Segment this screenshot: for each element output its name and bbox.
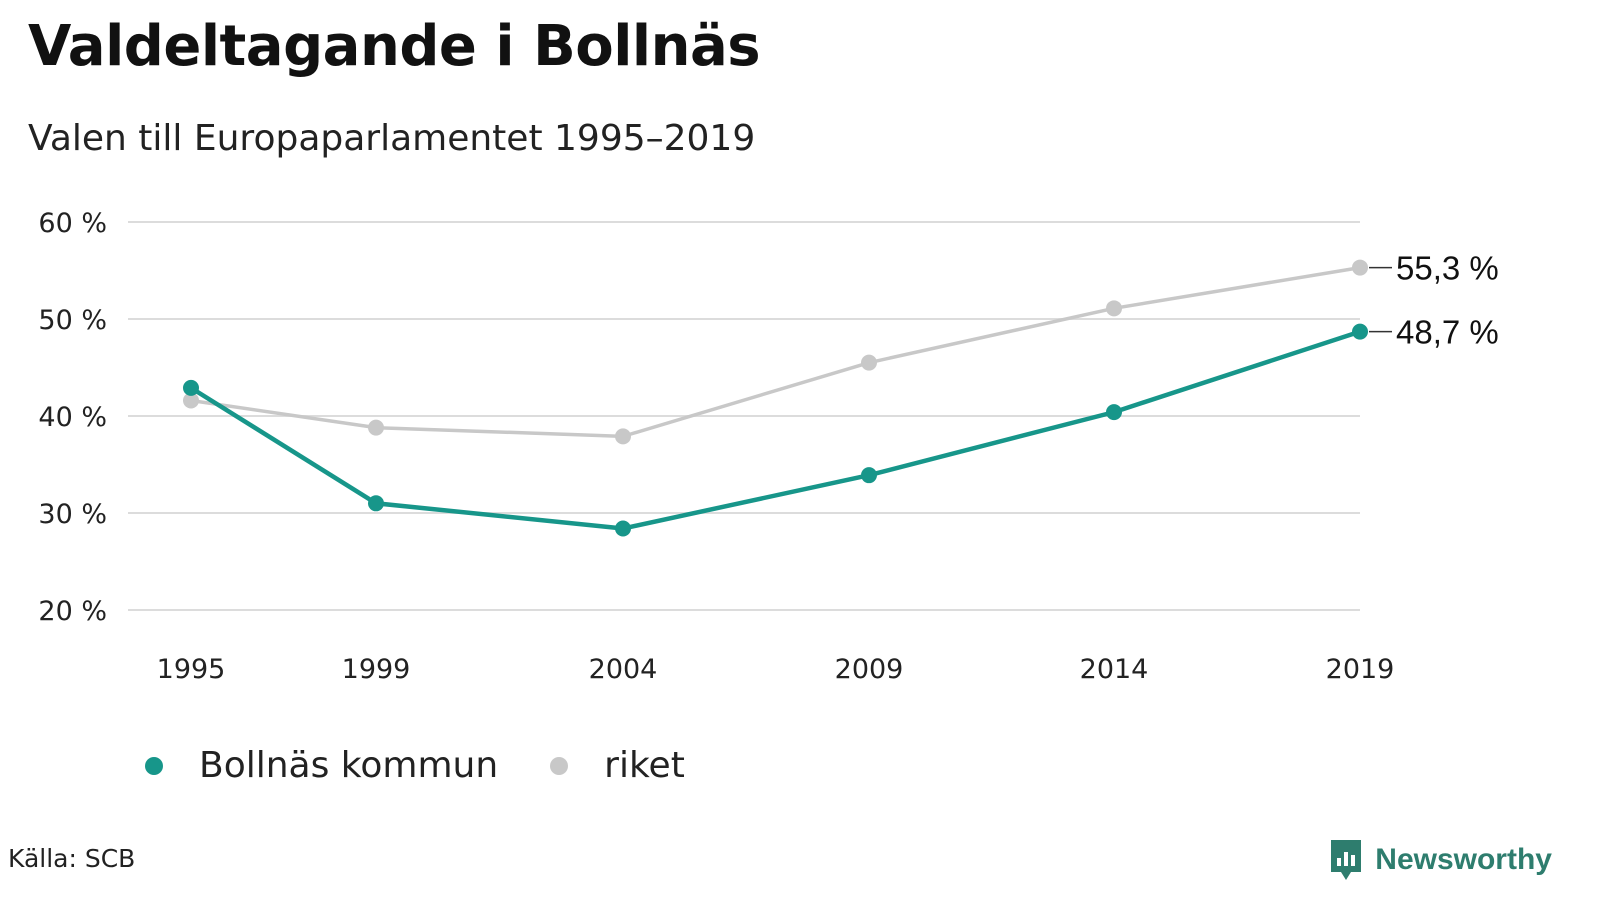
- data-point-bollnas: [1352, 323, 1368, 340]
- x-tick-label: 2009: [835, 654, 904, 685]
- data-point-bollnas: [368, 495, 384, 512]
- x-tick-label: 2019: [1326, 654, 1395, 685]
- data-point-bollnas: [861, 467, 877, 484]
- x-tick-label: 1995: [157, 654, 226, 685]
- chart-title: Valdeltagande i Bollnäs: [28, 14, 761, 79]
- x-tick-label: 1999: [342, 654, 411, 685]
- y-tick-label: 20 %: [38, 596, 107, 627]
- legend-item-riket: riket: [550, 745, 685, 786]
- data-point-riket: [1352, 259, 1368, 276]
- newsworthy-logo-icon: [1331, 840, 1362, 880]
- source-note: Källa: SCB: [8, 844, 136, 873]
- data-point-riket: [368, 419, 384, 436]
- data-point-riket: [1106, 300, 1122, 317]
- series-line-bollnas: [189, 329, 1361, 531]
- data-point-riket: [861, 354, 877, 371]
- legend: Bollnäs kommun riket: [145, 745, 737, 786]
- data-point-bollnas: [615, 520, 631, 537]
- legend-dot-bollnas: [145, 756, 163, 775]
- data-point-riket: [183, 392, 199, 409]
- series-line-riket: [190, 265, 1361, 439]
- data-point-riket: [615, 428, 631, 445]
- x-tick-label: 2014: [1080, 654, 1149, 685]
- chart-subtitle: Valen till Europaparlamentet 1995–2019: [28, 118, 756, 159]
- legend-dot-riket: [550, 756, 569, 775]
- legend-item-bollnas: Bollnäs kommun: [145, 745, 498, 786]
- data-point-bollnas: [1106, 404, 1122, 421]
- y-tick-label: 30 %: [38, 499, 107, 530]
- brand-name: Newsworthy: [1375, 843, 1552, 876]
- y-tick-label: 40 %: [38, 402, 107, 433]
- legend-label-bollnas: Bollnäs kommun: [199, 745, 499, 786]
- y-tick-label: 60 %: [38, 208, 107, 239]
- end-value-label: 48,7 %: [1396, 314, 1499, 351]
- data-point-bollnas: [183, 379, 199, 396]
- y-tick-label: 50 %: [38, 305, 107, 336]
- brand-logo: Newsworthy: [1329, 838, 1552, 882]
- legend-label-riket: riket: [604, 745, 685, 786]
- end-value-label: 55,3 %: [1396, 250, 1499, 287]
- x-tick-label: 2004: [589, 654, 658, 685]
- line-chart: 20 % 30 % 40 % 50 % 60 % 1995 1999 2004 2009 2014…: [38, 208, 1499, 685]
